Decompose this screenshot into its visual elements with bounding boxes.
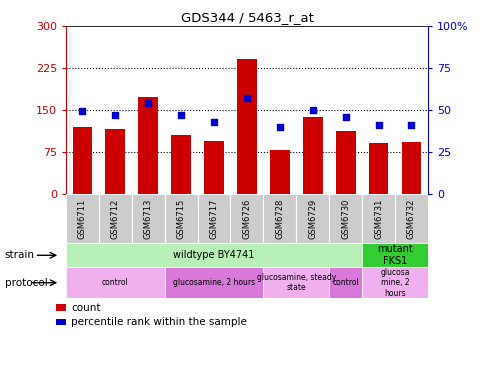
- Point: [341, 113, 349, 119]
- Bar: [72, 127, 92, 194]
- Text: GSM6726: GSM6726: [242, 198, 251, 239]
- Text: percentile rank within the sample: percentile rank within the sample: [71, 317, 246, 327]
- Bar: [56, 319, 65, 325]
- Text: GSM6711: GSM6711: [78, 199, 87, 239]
- Bar: [171, 135, 191, 194]
- Bar: [394, 194, 427, 243]
- Point: [275, 124, 283, 130]
- Bar: [263, 267, 328, 298]
- Bar: [66, 243, 361, 267]
- Point: [177, 112, 184, 118]
- Bar: [368, 143, 387, 194]
- Bar: [105, 130, 125, 194]
- Bar: [164, 194, 197, 243]
- Point: [374, 122, 382, 128]
- Bar: [361, 243, 427, 267]
- Text: strain: strain: [5, 250, 35, 260]
- Text: GSM6732: GSM6732: [406, 198, 415, 239]
- Bar: [132, 194, 164, 243]
- Text: GSM6712: GSM6712: [111, 199, 120, 239]
- Bar: [401, 142, 421, 194]
- Text: protocol: protocol: [5, 278, 47, 288]
- Bar: [237, 59, 256, 194]
- Text: GSM6713: GSM6713: [143, 198, 152, 239]
- Text: control: control: [102, 278, 128, 287]
- Text: GSM6730: GSM6730: [341, 198, 349, 239]
- Bar: [204, 141, 224, 194]
- Bar: [302, 117, 322, 194]
- Bar: [230, 194, 263, 243]
- Bar: [328, 267, 361, 298]
- Bar: [335, 131, 355, 194]
- Point: [243, 95, 250, 101]
- Bar: [263, 194, 296, 243]
- Bar: [328, 194, 361, 243]
- Text: glucosamine, 2 hours: glucosamine, 2 hours: [173, 278, 255, 287]
- Text: GSM6728: GSM6728: [275, 198, 284, 239]
- Text: control: control: [331, 278, 358, 287]
- Bar: [99, 194, 132, 243]
- Text: GSM6731: GSM6731: [373, 198, 382, 239]
- Bar: [66, 267, 164, 298]
- Text: mutant
FKS1: mutant FKS1: [376, 244, 412, 266]
- Text: GSM6729: GSM6729: [307, 199, 317, 239]
- Bar: [197, 194, 230, 243]
- Text: GDS344 / 5463_r_at: GDS344 / 5463_r_at: [180, 11, 313, 24]
- Text: wildtype BY4741: wildtype BY4741: [173, 250, 254, 260]
- Bar: [138, 97, 158, 194]
- Point: [308, 107, 316, 113]
- Bar: [361, 194, 394, 243]
- Bar: [269, 150, 289, 194]
- Bar: [66, 194, 99, 243]
- Bar: [361, 267, 427, 298]
- Text: glucosa
mine, 2
hours: glucosa mine, 2 hours: [380, 268, 409, 298]
- Text: glucosamine, steady
state: glucosamine, steady state: [256, 273, 335, 292]
- Point: [210, 119, 218, 124]
- Text: GSM6717: GSM6717: [209, 198, 218, 239]
- Text: count: count: [71, 303, 101, 313]
- Point: [111, 112, 119, 118]
- Bar: [296, 194, 328, 243]
- Point: [407, 122, 414, 128]
- Point: [79, 109, 86, 115]
- Bar: [164, 267, 263, 298]
- Bar: [56, 304, 65, 311]
- Text: GSM6715: GSM6715: [176, 199, 185, 239]
- Point: [144, 100, 152, 106]
